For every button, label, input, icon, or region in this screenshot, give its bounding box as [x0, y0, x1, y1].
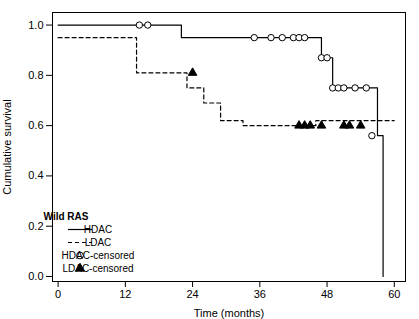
svg-text:LDAC: LDAC — [85, 237, 112, 248]
svg-text:48: 48 — [321, 288, 333, 300]
svg-text:0.2: 0.2 — [28, 220, 43, 232]
svg-text:12: 12 — [119, 288, 131, 300]
svg-text:0.0: 0.0 — [28, 270, 43, 282]
svg-text:HDAC-censored: HDAC-censored — [62, 250, 135, 261]
svg-text:0.6: 0.6 — [28, 119, 43, 131]
svg-text:LDAC-censored: LDAC-censored — [62, 263, 133, 274]
svg-text:60: 60 — [388, 288, 400, 300]
svg-text:0: 0 — [55, 288, 61, 300]
svg-text:Wild RAS: Wild RAS — [44, 211, 89, 222]
svg-text:36: 36 — [254, 288, 266, 300]
svg-text:0.8: 0.8 — [28, 69, 43, 81]
svg-text:Cumulative survival: Cumulative survival — [1, 99, 13, 194]
svg-text:Time (months): Time (months) — [194, 307, 265, 319]
svg-text:0.4: 0.4 — [28, 169, 43, 181]
svg-text:HDAC: HDAC — [84, 224, 112, 235]
svg-text:24: 24 — [186, 288, 198, 300]
svg-text:1.0: 1.0 — [28, 19, 43, 31]
